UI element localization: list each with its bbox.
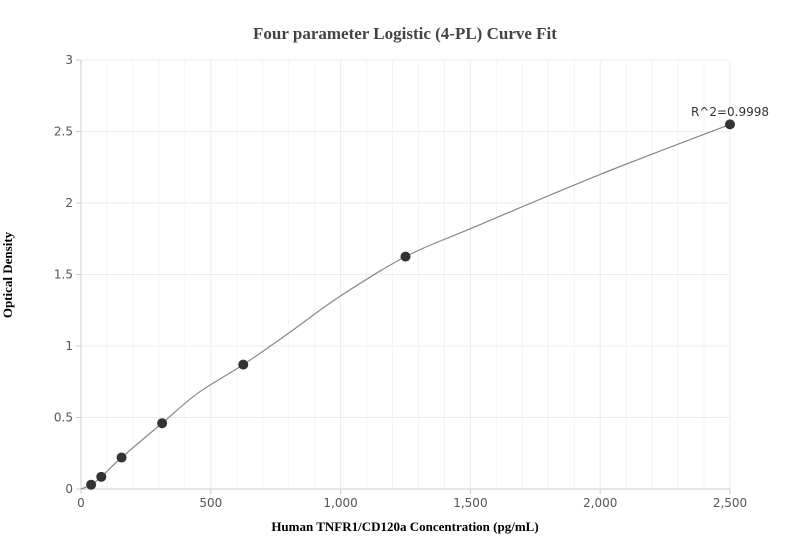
data-point	[157, 418, 168, 429]
grid	[81, 59, 731, 489]
x-tick-label: 2,000	[583, 496, 617, 510]
y-tick-label: 2	[65, 196, 73, 210]
y-axis-label: Optical Density	[0, 231, 15, 318]
x-tick-label: 1,000	[323, 496, 357, 510]
y-tick-label: 0.5	[54, 411, 73, 425]
fit-curve-layer	[80, 123, 731, 490]
data-point	[116, 452, 127, 463]
x-axis-label: Human TNFR1/CD120a Concentration (pg/mL)	[271, 519, 538, 534]
data-point	[725, 119, 735, 130]
data-point	[400, 251, 411, 262]
tick-labels: 0 500 1,000 1,500 2,000 2,500 0 0.5 1 1.5 2 2.5 3	[54, 53, 747, 510]
y-tick-label: 1	[65, 339, 73, 353]
y-tick-label: 1.5	[54, 268, 73, 282]
chart-title: Four parameter Logistic (4-PL) Curve Fit	[253, 24, 557, 43]
y-tick-label: 2.5	[54, 125, 73, 139]
fit-curve	[80, 123, 731, 490]
y-tick-label: 0	[65, 482, 73, 496]
data-point	[238, 359, 249, 370]
data-point	[96, 471, 107, 482]
data-point	[86, 479, 97, 490]
r-squared-annotation: R^2=0.9998	[691, 105, 769, 119]
x-tick-label: 2,500	[713, 496, 747, 510]
x-tick-label: 1,500	[453, 496, 487, 510]
axes	[76, 59, 731, 494]
y-tick-label: 3	[65, 53, 73, 67]
data-points	[86, 119, 735, 490]
x-tick-label: 500	[199, 496, 222, 510]
x-tick-label: 0	[77, 496, 85, 510]
